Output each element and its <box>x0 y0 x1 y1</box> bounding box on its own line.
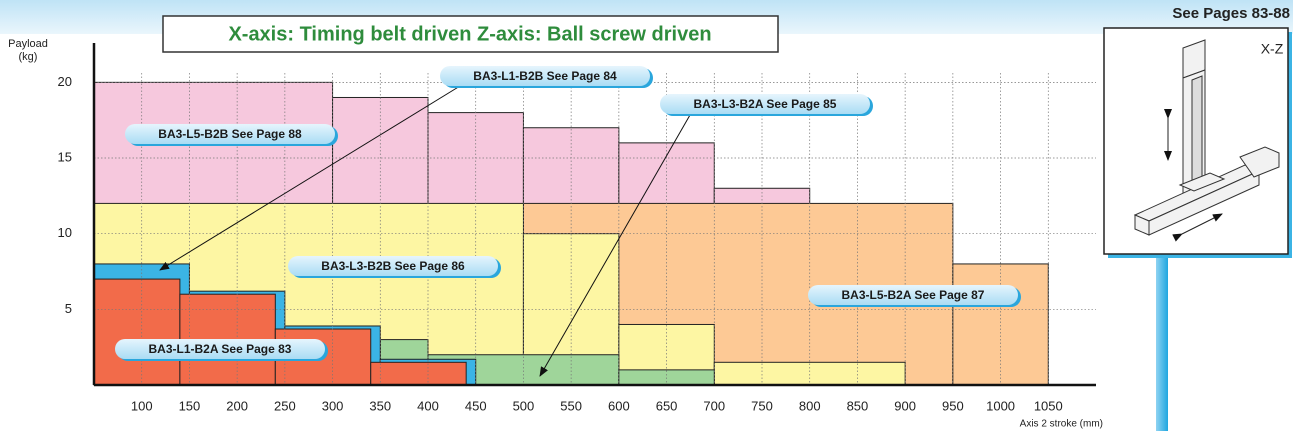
diagram-label: X-Z <box>1261 41 1284 57</box>
x-tick-label: 100 <box>131 398 153 413</box>
x-tick-label: 800 <box>799 398 821 413</box>
y-axis-label: Payload <box>8 38 48 50</box>
x-tick-label: 450 <box>465 398 487 413</box>
x-axis-label: Axis 2 stroke (mm) <box>1020 419 1103 430</box>
y-tick-label: 20 <box>58 74 72 89</box>
legend-label: BA3-L3-B2A See Page 85 <box>694 97 837 111</box>
step-area <box>952 263 1049 386</box>
x-tick-label: 200 <box>226 398 248 413</box>
plot-area: 100 150 200 250 300 350 400 450 500 550 600 650 700 7… <box>58 43 1096 413</box>
reference: See Pages 83-88 <box>1172 5 1290 22</box>
x-tick-label: 300 <box>322 398 344 413</box>
x-tick-label: 950 <box>942 398 964 413</box>
x-tick-label: 400 <box>417 398 439 413</box>
callout <box>288 256 498 276</box>
step-area <box>370 361 467 386</box>
legend-label: BA3-L1-B2A See Page 83 <box>149 342 292 356</box>
x-tick-label: 350 <box>369 398 391 413</box>
callout-arrow <box>539 114 691 377</box>
y-tick-label: 5 <box>65 301 72 316</box>
legend-label: BA3-L5-B2B See Page 88 <box>158 127 302 141</box>
legend-label: BA3-L1-B2B See Page 84 <box>473 69 617 83</box>
x-tick-label: 500 <box>513 398 535 413</box>
x-tick-label: 650 <box>656 398 678 413</box>
x-tick-label: 600 <box>608 398 630 413</box>
callout-arrow <box>159 85 461 271</box>
callout <box>808 285 1018 305</box>
diagram-arrows <box>1164 109 1223 242</box>
x-tick-label: 1050 <box>1034 398 1063 413</box>
x-tick-label: 550 <box>560 398 582 413</box>
step-area <box>93 278 181 386</box>
x-tick-label: 1000 <box>986 398 1015 413</box>
x-tick-label: 700 <box>703 398 725 413</box>
title-box <box>162 15 779 53</box>
y-tick-label: 15 <box>58 149 72 164</box>
callout <box>660 94 870 114</box>
x-tick-label: 850 <box>847 398 869 413</box>
step-area <box>618 369 715 386</box>
x-tick-label: 250 <box>274 398 296 413</box>
x-tick-label: 900 <box>894 398 916 413</box>
chart-title: X-axis: Timing belt driven Z-axis: Ball … <box>228 23 711 45</box>
callout <box>440 66 650 86</box>
legend-label: BA3-L3-B2B See Page 86 <box>321 259 465 273</box>
x-tick-label: 750 <box>751 398 773 413</box>
side-bar <box>1156 250 1168 431</box>
callout <box>115 339 325 359</box>
callout <box>125 124 335 144</box>
x-tick-label: 150 <box>179 398 201 413</box>
y-tick-label: 10 <box>58 225 72 240</box>
y-axis-label: (kg) <box>19 51 38 63</box>
legend-label: BA3-L5-B2A See Page 87 <box>842 288 985 302</box>
